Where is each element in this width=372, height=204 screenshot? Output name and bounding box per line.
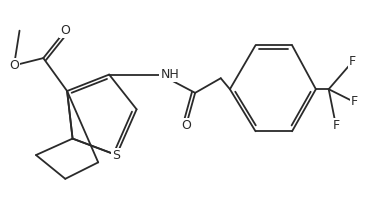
Text: O: O — [60, 24, 70, 37]
Text: F: F — [333, 119, 340, 132]
Text: NH: NH — [160, 68, 179, 81]
Text: S: S — [112, 149, 121, 162]
Text: O: O — [181, 119, 191, 132]
Text: O: O — [9, 59, 19, 72]
Text: F: F — [349, 55, 356, 68]
Text: F: F — [351, 95, 358, 109]
